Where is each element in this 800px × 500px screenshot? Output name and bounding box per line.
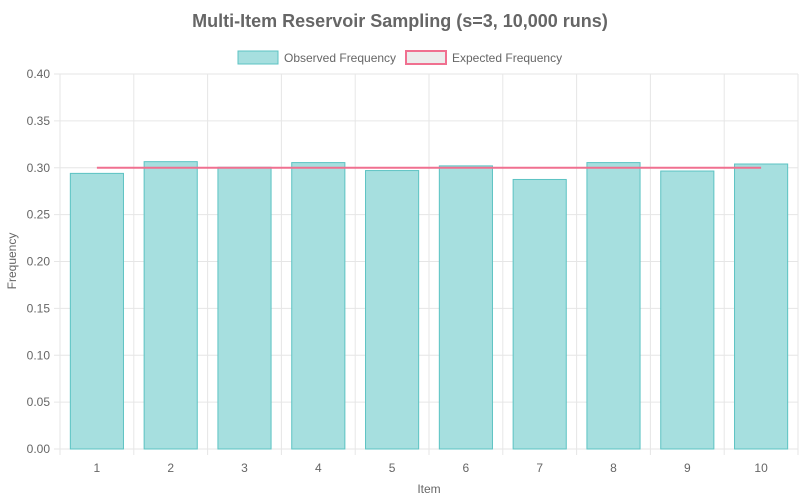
x-tick-label: 7 <box>536 461 543 475</box>
y-tick-label: 0.15 <box>27 301 51 315</box>
x-tick-label: 2 <box>167 461 174 475</box>
x-tick-label: 5 <box>389 461 396 475</box>
bar-item-2[interactable] <box>143 161 198 450</box>
y-tick-label: 0.20 <box>27 255 51 269</box>
x-tick-label: 4 <box>315 461 322 475</box>
x-tick-label: 1 <box>94 461 101 475</box>
bar-item-7[interactable] <box>512 178 567 450</box>
x-tick-label: 6 <box>463 461 470 475</box>
legend-label-expected: Expected Frequency <box>452 51 562 65</box>
x-axis: 1 2 3 4 5 6 7 8 9 10 <box>94 461 769 475</box>
bars <box>69 161 789 450</box>
bar-item-9[interactable] <box>660 170 715 450</box>
bar-item-6[interactable] <box>438 165 493 450</box>
x-tick-label: 9 <box>684 461 691 475</box>
x-tick-label: 8 <box>610 461 617 475</box>
x-axis-label: Item <box>417 482 440 496</box>
y-tick-label: 0.05 <box>27 395 51 409</box>
legend-item-expected[interactable]: Expected Frequency <box>405 50 562 65</box>
chart-title: Multi-Item Reservoir Sampling (s=3, 10,0… <box>192 11 608 31</box>
y-axis-label: Frequency <box>5 233 19 290</box>
bar-item-4[interactable] <box>291 162 346 450</box>
y-axis: 0.00 0.05 0.10 0.15 0.20 0.25 0.30 0.35 0.40 <box>27 67 51 456</box>
y-tick-label: 0.00 <box>27 442 51 456</box>
y-tick-label: 0.10 <box>27 348 51 362</box>
legend-swatch-expected <box>405 50 447 65</box>
bar-item-10[interactable] <box>734 163 789 450</box>
y-tick-label: 0.40 <box>27 67 51 81</box>
bar-item-1[interactable] <box>69 172 124 450</box>
y-tick-label: 0.30 <box>27 161 51 175</box>
x-tick-label: 10 <box>754 461 768 475</box>
bar-item-3[interactable] <box>217 166 272 450</box>
bar-item-8[interactable] <box>586 162 641 450</box>
y-tick-label: 0.35 <box>27 114 51 128</box>
legend-item-observed[interactable]: Observed Frequency <box>237 50 396 65</box>
bar-item-5[interactable] <box>365 170 420 450</box>
y-tick-label: 0.25 <box>27 208 51 222</box>
legend-label-observed: Observed Frequency <box>284 51 396 65</box>
legend-swatch-observed <box>237 50 279 65</box>
legend: Observed Frequency Expected Frequency <box>237 50 562 65</box>
x-tick-label: 3 <box>241 461 248 475</box>
